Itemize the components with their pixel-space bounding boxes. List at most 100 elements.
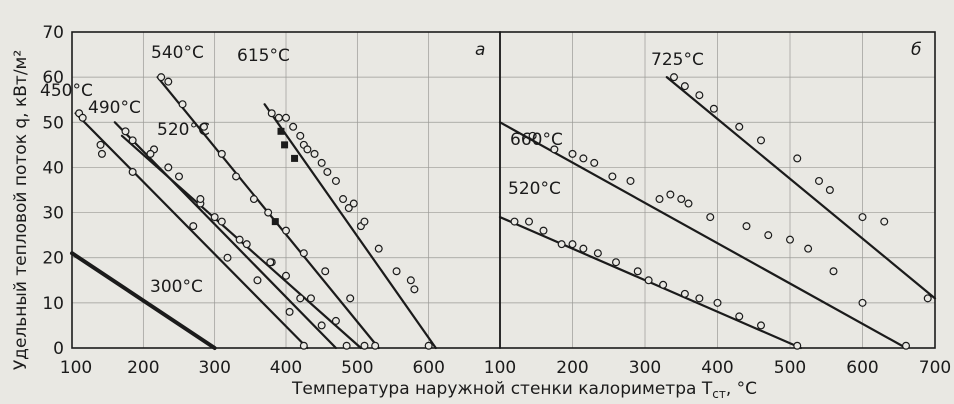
data-point: [406, 276, 415, 285]
plot-frames: [71, 31, 936, 349]
data-point: [579, 244, 588, 253]
data-point: [178, 100, 187, 109]
data-point: [299, 341, 308, 350]
data-point: [189, 222, 198, 231]
data-point: [706, 213, 715, 222]
panel-letter-a: а: [475, 40, 485, 60]
data-point: [539, 226, 548, 235]
data-point: [858, 213, 867, 222]
data-point: [282, 113, 291, 122]
data-point: [164, 163, 173, 172]
data-point: [371, 341, 380, 350]
data-point: [78, 113, 87, 122]
series-label-b-660: 660°C: [510, 130, 563, 150]
data-point: [579, 154, 588, 163]
data-point: [611, 258, 620, 267]
data-point: [128, 167, 137, 176]
y-tick-label: 60: [42, 68, 64, 88]
data-point: [713, 298, 722, 307]
y-tick-label: 70: [42, 23, 64, 43]
series-label-b-725: 725°C: [651, 50, 704, 70]
series-line-300°C: [70, 251, 217, 350]
data-point: [424, 341, 433, 350]
series-label-300: 300°C: [150, 277, 203, 297]
data-point: [344, 204, 353, 213]
plot-frame: [499, 31, 936, 349]
data-point: [684, 199, 693, 208]
data-point: [510, 217, 519, 226]
grid: [72, 32, 935, 348]
x-tick-label: 700: [919, 358, 951, 378]
data-point: [524, 217, 533, 226]
data-point: [709, 104, 718, 113]
series-line-660°C: [498, 121, 908, 350]
data-point: [285, 307, 294, 316]
data-point: [321, 267, 330, 276]
data-point: [568, 240, 577, 249]
data-point: [633, 267, 642, 276]
y-tick-label: 50: [42, 113, 64, 133]
data-point: [680, 289, 689, 298]
series-line-725°C: [665, 76, 937, 300]
data-point: [695, 91, 704, 100]
series-line-450°C: [74, 112, 309, 350]
series-lines: [70, 76, 937, 350]
data-point: [264, 208, 273, 217]
data-point: [901, 341, 910, 350]
data-point: [793, 154, 802, 163]
y-axis-label: Удельный тепловой поток q, кВт/м²: [11, 50, 31, 370]
data-point: [923, 294, 932, 303]
series-label-490: 490°C: [88, 98, 141, 118]
data-point: [249, 195, 258, 204]
data-point: [217, 149, 226, 158]
data-point: [785, 235, 794, 244]
data-point-filled: [277, 127, 285, 135]
data-point: [164, 77, 173, 86]
data-point: [829, 267, 838, 276]
data-point-filled: [281, 141, 289, 149]
data-points: [75, 73, 932, 350]
data-point: [804, 244, 813, 253]
data-point: [608, 172, 617, 181]
data-point: [274, 113, 283, 122]
data-point: [317, 158, 326, 167]
data-point: [303, 145, 312, 154]
x-axis-label: Температура наружной стенки калориметра …: [291, 379, 757, 401]
data-point: [669, 73, 678, 82]
data-point: [342, 341, 351, 350]
data-point: [695, 294, 704, 303]
y-tick-label: 10: [42, 294, 64, 314]
data-point: [210, 213, 219, 222]
data-point: [267, 109, 276, 118]
data-point: [96, 140, 105, 149]
data-point: [360, 341, 369, 350]
data-point: [242, 240, 251, 249]
data-point: [528, 131, 537, 140]
data-point: [296, 294, 305, 303]
data-point: [735, 122, 744, 131]
series-label-540: 540°C: [151, 43, 204, 63]
data-point: [331, 316, 340, 325]
data-point: [742, 222, 751, 231]
data-point: [196, 195, 205, 204]
data-point: [756, 136, 765, 145]
x-tick-label: 400: [701, 358, 733, 378]
data-point: [266, 258, 275, 267]
series-line-615°C: [263, 103, 437, 350]
series-label-b-520: 520°C: [508, 179, 561, 199]
data-point-filled: [291, 154, 299, 162]
data-point: [793, 341, 802, 350]
data-point: [360, 217, 369, 226]
data-point: [764, 231, 773, 240]
x-tick-label: 500: [774, 358, 806, 378]
data-point: [756, 321, 765, 330]
y-tick-label: 20: [42, 249, 64, 269]
data-point: [317, 321, 326, 330]
data-point: [199, 122, 208, 131]
data-point: [644, 276, 653, 285]
data-point: [299, 249, 308, 258]
x-axis-label-subscript: ст: [712, 387, 726, 401]
series-label-520: 520°C: [157, 120, 210, 140]
x-axis-label-main: Температура наружной стенки калориметра …: [291, 379, 713, 399]
